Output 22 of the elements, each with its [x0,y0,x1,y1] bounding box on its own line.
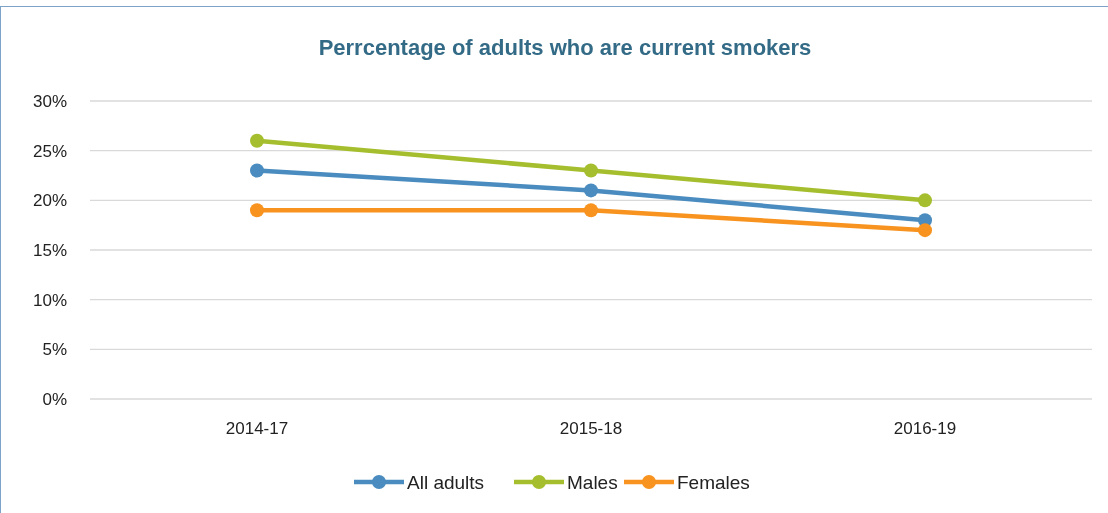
x-tick-label: 2015-18 [559,419,623,438]
y-tick-label: 30% [32,92,67,111]
point [918,223,932,238]
x-tick-label: 2014-17 [225,419,289,438]
legend-label: Males [567,472,618,493]
y-tick-label: 10% [32,290,67,310]
x-tick-label: 2016-19 [893,419,957,438]
point [584,163,598,178]
y-tick-label: 25% [32,141,67,161]
point [584,203,598,218]
point [250,133,264,148]
legend-label: All adults [407,472,485,493]
chart-title: Perrcentage of adults who are current smokers [318,35,812,60]
point [584,183,598,198]
point [250,203,264,218]
y-tick-label: 20% [32,191,67,211]
y-tick-label: 15% [32,241,67,260]
legend-label: Females [677,472,750,493]
y-tick-label: 5% [42,340,67,360]
point [918,193,932,208]
y-tick-label: 0% [42,390,67,409]
point [250,163,264,178]
